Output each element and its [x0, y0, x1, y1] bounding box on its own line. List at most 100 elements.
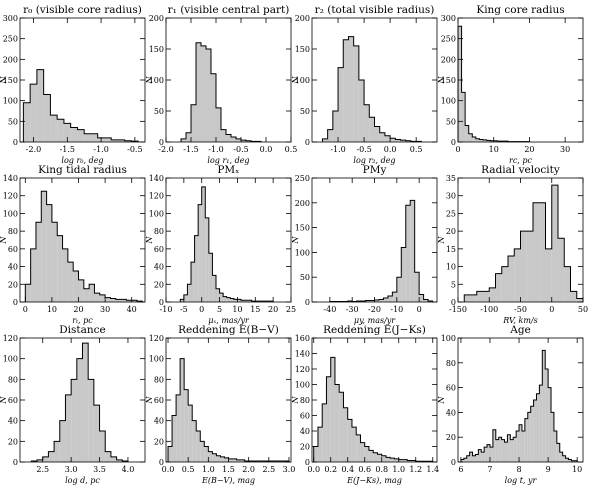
histogram-bar	[410, 200, 415, 302]
histogram-bar	[233, 299, 238, 302]
histogram-bar	[260, 460, 265, 462]
chart-title: PMₓ	[217, 164, 239, 176]
x-tick-label: 10	[489, 145, 499, 154]
y-tick-label: 120	[295, 365, 310, 374]
y-tick-label: 40	[8, 263, 18, 272]
histogram-bar	[184, 389, 189, 462]
y-tick-label: 120	[3, 192, 18, 201]
histogram-bar	[67, 262, 74, 302]
y-axis-label: N	[291, 396, 300, 405]
histogram-bar	[322, 403, 327, 462]
y-tick-label: 160	[295, 334, 310, 343]
histogram-bar	[226, 134, 231, 142]
x-tick-label: 10	[47, 305, 57, 314]
histogram-bar	[395, 139, 401, 142]
x-tick-label: 3.0	[65, 465, 78, 474]
y-tick-label: 60	[300, 412, 310, 421]
y-tick-label: 80	[154, 375, 164, 384]
histogram-bar	[35, 222, 42, 302]
histogram-bar	[379, 132, 385, 142]
histogram-bar	[377, 454, 382, 462]
y-tick-label: 100	[3, 97, 18, 106]
histogram-bar	[487, 444, 490, 462]
y-tick-label: 150	[295, 224, 310, 233]
histogram-bar	[65, 394, 72, 462]
histogram-bar	[201, 45, 206, 142]
x-tick-label: 40	[127, 305, 137, 314]
plot-frame	[165, 177, 292, 303]
histogram-bar	[187, 284, 191, 302]
chart-title: Radial velocity	[481, 164, 560, 176]
y-tick-label: 40	[8, 417, 18, 426]
y-tick-label: 200	[3, 55, 18, 64]
y-tick-label: 300	[3, 14, 18, 23]
y-tick-label: 60	[8, 245, 18, 254]
histogram-bar	[565, 458, 569, 462]
y-tick-label: 80	[8, 375, 18, 384]
histogram-bar	[226, 297, 231, 302]
histogram-bar	[121, 299, 127, 302]
histogram-bar	[396, 277, 402, 302]
y-tick-label: 100	[295, 248, 310, 257]
histogram-bar	[381, 455, 386, 462]
histogram-bar	[514, 248, 521, 302]
histogram-bar	[370, 300, 375, 302]
x-axis-label: RV, km/s	[502, 316, 537, 325]
y-tick-label: 60	[8, 396, 18, 405]
y-tick-label: 120	[3, 334, 18, 343]
histogram-bar	[186, 132, 191, 142]
x-tick-label: 0.0	[162, 465, 175, 474]
y-tick-label: 20	[154, 437, 164, 446]
plot-frame	[457, 17, 584, 143]
histogram-bar	[411, 460, 416, 462]
y-axis-label: N	[437, 76, 446, 85]
y-tick-label: 0	[305, 298, 310, 307]
x-tick-label: 5	[217, 305, 222, 314]
y-tick-label: 100	[295, 381, 310, 390]
histogram-bar	[530, 406, 534, 462]
histogram-bar	[57, 119, 64, 142]
histogram-bar	[576, 298, 583, 302]
y-tick-label: 80	[8, 227, 18, 236]
x-axis-label: E(J−Ks), mag	[346, 476, 402, 485]
histogram-bar	[348, 36, 354, 142]
histogram-bar	[390, 138, 396, 142]
histogram-bar	[252, 460, 257, 462]
x-tick-label: 0.2	[324, 465, 337, 474]
histogram-bar	[556, 443, 560, 462]
x-axis-label: E(B−V), mag	[201, 476, 255, 485]
x-tick-label: -0.5	[356, 145, 371, 154]
histogram-bar	[183, 294, 188, 302]
x-tick-label: -1.0	[330, 145, 345, 154]
histogram-bar	[374, 126, 380, 142]
plot-frame	[165, 17, 292, 143]
chart-title: r₂ (total visible radius)	[315, 4, 435, 16]
histogram-bar	[116, 459, 123, 462]
x-tick-label: 0.4	[341, 465, 354, 474]
histogram-outline	[460, 349, 578, 462]
histogram-bar	[180, 358, 185, 462]
x-tick-label: -2.0	[26, 145, 41, 154]
y-axis-label: N	[291, 76, 300, 85]
y-tick-label: 100	[149, 355, 164, 364]
chart-title: Reddening E(B−V)	[178, 324, 279, 336]
histogram-bar	[495, 439, 499, 462]
histogram-bar	[117, 139, 125, 142]
histogram-bar	[76, 358, 83, 462]
histogram-bar	[30, 248, 36, 302]
x-tick-label: -2.0	[158, 145, 173, 154]
histogram-bar	[216, 455, 221, 462]
histogram-bar	[364, 104, 370, 142]
histogram-bar	[196, 42, 201, 142]
y-axis-label: N	[145, 236, 154, 245]
x-tick-label: 0	[455, 145, 460, 154]
histogram-bar	[191, 262, 195, 302]
x-axis-label: log r₀, deg	[61, 156, 103, 165]
y-tick-label: 100	[3, 209, 18, 218]
histogram-bar	[122, 460, 128, 462]
histogram-bar	[392, 292, 397, 302]
histogram-bar	[542, 350, 546, 462]
histogram-bar	[110, 456, 117, 462]
y-tick-label: 20	[154, 280, 164, 289]
